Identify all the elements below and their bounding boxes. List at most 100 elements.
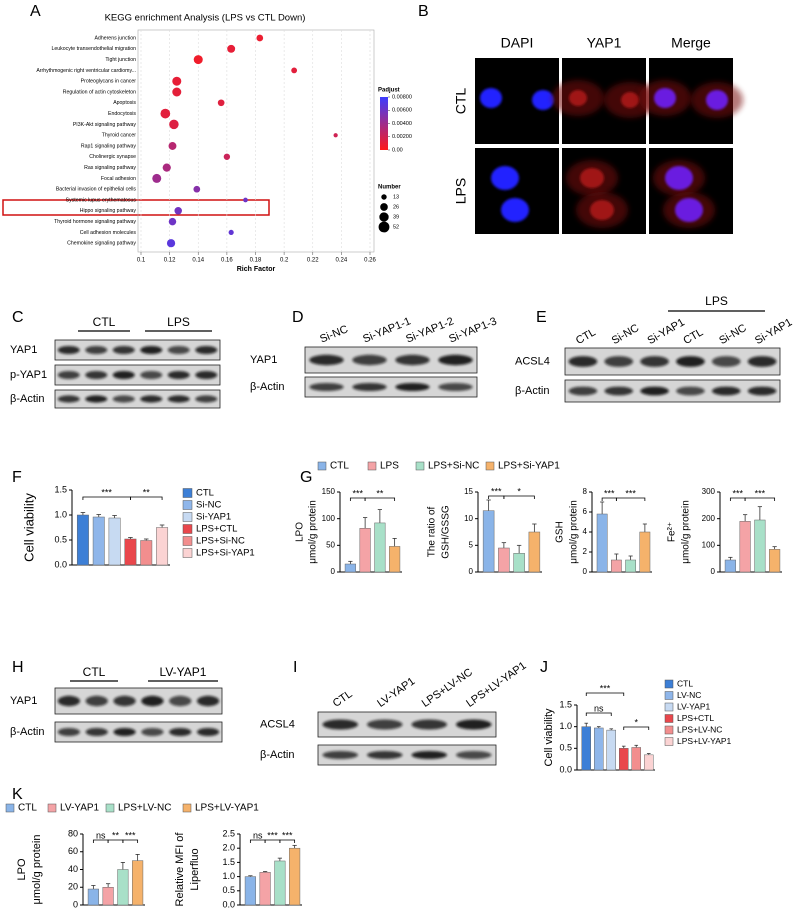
band bbox=[438, 354, 473, 366]
panel-letter: J bbox=[540, 659, 548, 676]
y-tick-label: 5 bbox=[469, 540, 474, 549]
significance-bracket bbox=[585, 712, 612, 716]
y-axis-label: μmol/g protein bbox=[569, 500, 580, 564]
legend-swatch bbox=[182, 536, 193, 546]
bar bbox=[289, 847, 301, 906]
band bbox=[196, 695, 220, 707]
dot bbox=[243, 197, 248, 203]
y-tick-label: 1.0 bbox=[222, 871, 235, 881]
y-tick-label: 0 bbox=[331, 567, 336, 576]
lane-label: Si-NC bbox=[318, 323, 350, 345]
legend-swatch bbox=[664, 702, 674, 712]
plot-frame bbox=[137, 29, 375, 253]
blot-strip bbox=[54, 389, 221, 409]
legend-label: LPS+Si-NC bbox=[428, 461, 479, 472]
legend-label: LV-YAP1 bbox=[677, 701, 711, 711]
band bbox=[169, 695, 192, 707]
nucleus bbox=[480, 88, 502, 108]
blot-strip bbox=[317, 744, 497, 766]
band bbox=[438, 383, 473, 391]
size-legend-label: 13 bbox=[393, 194, 399, 200]
legend-label: Si-YAP1 bbox=[196, 512, 231, 523]
bar bbox=[631, 747, 641, 771]
lane-label: Si-NC bbox=[610, 322, 641, 347]
nucleus bbox=[532, 90, 554, 110]
y-tick-label: Ras signaling pathway bbox=[84, 165, 136, 171]
y-tick-label: Regulation of actin cytoskeleton bbox=[63, 89, 136, 95]
blot-strip bbox=[54, 339, 221, 361]
band bbox=[352, 354, 387, 366]
band bbox=[112, 346, 135, 354]
row-label: p-YAP1 bbox=[10, 369, 47, 381]
colorbar-label: 0.00400 bbox=[392, 121, 412, 127]
nucleus bbox=[654, 88, 676, 108]
y-tick-label: Arrhythmogenic right ventricular cardiom… bbox=[36, 68, 136, 74]
bar bbox=[124, 538, 137, 566]
x-tick-label: 0.12 bbox=[164, 258, 176, 264]
band bbox=[747, 386, 777, 396]
y-axis-label: μmol/g protein bbox=[681, 500, 692, 564]
y-axis-label: Cell viability bbox=[543, 708, 555, 767]
y-tick-label: Chemokine signaling pathway bbox=[67, 241, 136, 247]
y-tick-label: 300 bbox=[702, 487, 716, 496]
lane-label: CTL bbox=[681, 326, 705, 347]
lane-label: Si-YAP1 bbox=[646, 316, 687, 347]
x-tick-label: 0.16 bbox=[221, 258, 233, 264]
significance-label: * bbox=[517, 486, 521, 496]
legend-swatch bbox=[664, 714, 674, 723]
y-tick-label: Cholinergic synapse bbox=[89, 154, 136, 160]
bar bbox=[108, 517, 121, 566]
band bbox=[112, 371, 135, 379]
band bbox=[366, 751, 403, 759]
lane-label: LPS+LV-YAP1 bbox=[464, 660, 528, 710]
y-tick-label: 8 bbox=[583, 487, 588, 496]
row-label: ACSL4 bbox=[515, 355, 550, 367]
y-tick-label: Leukocyte transendothelial migration bbox=[52, 46, 137, 52]
significance-bracket bbox=[615, 497, 646, 501]
band bbox=[85, 728, 108, 736]
band bbox=[57, 346, 80, 354]
significance-bracket bbox=[729, 497, 746, 501]
column-header: YAP1 bbox=[587, 35, 622, 51]
legend-swatch bbox=[182, 548, 193, 558]
legend-swatch bbox=[105, 803, 115, 813]
bar bbox=[639, 531, 651, 573]
bar bbox=[610, 559, 622, 573]
y-tick-label: 4 bbox=[583, 527, 588, 536]
size-legend-dot bbox=[381, 194, 387, 200]
bar bbox=[498, 547, 510, 573]
row-label: β-Actin bbox=[515, 385, 549, 397]
y-axis-label: The ratio of bbox=[427, 506, 438, 557]
bar bbox=[117, 869, 129, 906]
significance-label: *** bbox=[755, 488, 766, 498]
band bbox=[411, 751, 448, 759]
band bbox=[309, 383, 344, 391]
legend-label: LPS+LV-YAP1 bbox=[677, 736, 732, 746]
x-tick-label: 0.2 bbox=[280, 258, 289, 264]
significance-label: *** bbox=[101, 487, 112, 497]
row-label: β-Actin bbox=[10, 393, 44, 405]
significance-bracket bbox=[349, 497, 366, 501]
x-tick-label: 0.22 bbox=[307, 258, 319, 264]
bar bbox=[625, 559, 637, 573]
band bbox=[140, 346, 163, 354]
legend-swatch bbox=[182, 524, 193, 534]
bar bbox=[87, 888, 99, 906]
bar bbox=[513, 553, 525, 573]
band bbox=[322, 751, 359, 759]
legend-title: Number bbox=[378, 185, 401, 191]
bar bbox=[594, 727, 604, 771]
significance-label: ns bbox=[253, 830, 263, 840]
band bbox=[57, 695, 81, 707]
lane-label: LV-YAP1 bbox=[375, 675, 417, 710]
group-label: LPS bbox=[167, 315, 190, 329]
significance-bracket bbox=[122, 839, 139, 843]
band bbox=[352, 383, 387, 391]
significance-label: *** bbox=[625, 488, 636, 498]
significance-label: *** bbox=[732, 488, 743, 498]
legend-title: Padjust bbox=[378, 88, 400, 94]
y-tick-label: 80 bbox=[68, 828, 78, 838]
significance-label: *** bbox=[604, 488, 615, 498]
